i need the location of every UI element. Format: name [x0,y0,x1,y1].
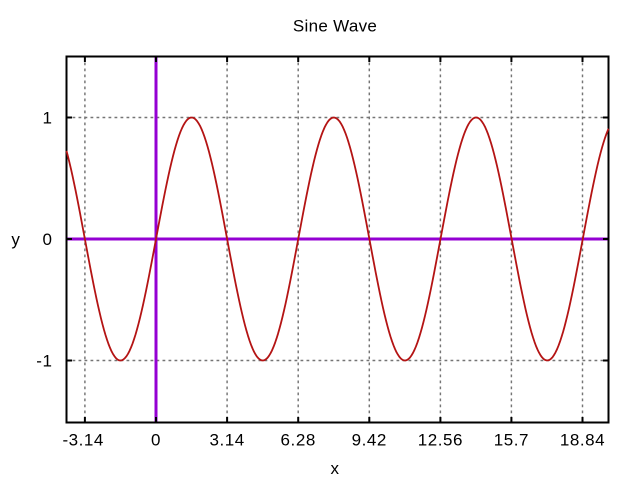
svg-text:0: 0 [151,431,161,450]
svg-text:0: 0 [42,230,52,249]
svg-text:18.84: 18.84 [560,431,605,450]
svg-text:6.28: 6.28 [281,431,316,450]
svg-text:15.7: 15.7 [494,431,529,450]
svg-text:1: 1 [42,109,52,128]
svg-text:9.42: 9.42 [352,431,387,450]
svg-text:-1: -1 [36,352,52,371]
svg-text:3.14: 3.14 [209,431,244,450]
svg-text:y: y [11,230,20,249]
svg-text:-3.14: -3.14 [62,431,104,450]
svg-text:12.56: 12.56 [418,431,463,450]
svg-text:x: x [331,459,340,478]
svg-text:Sine Wave: Sine Wave [293,17,377,36]
